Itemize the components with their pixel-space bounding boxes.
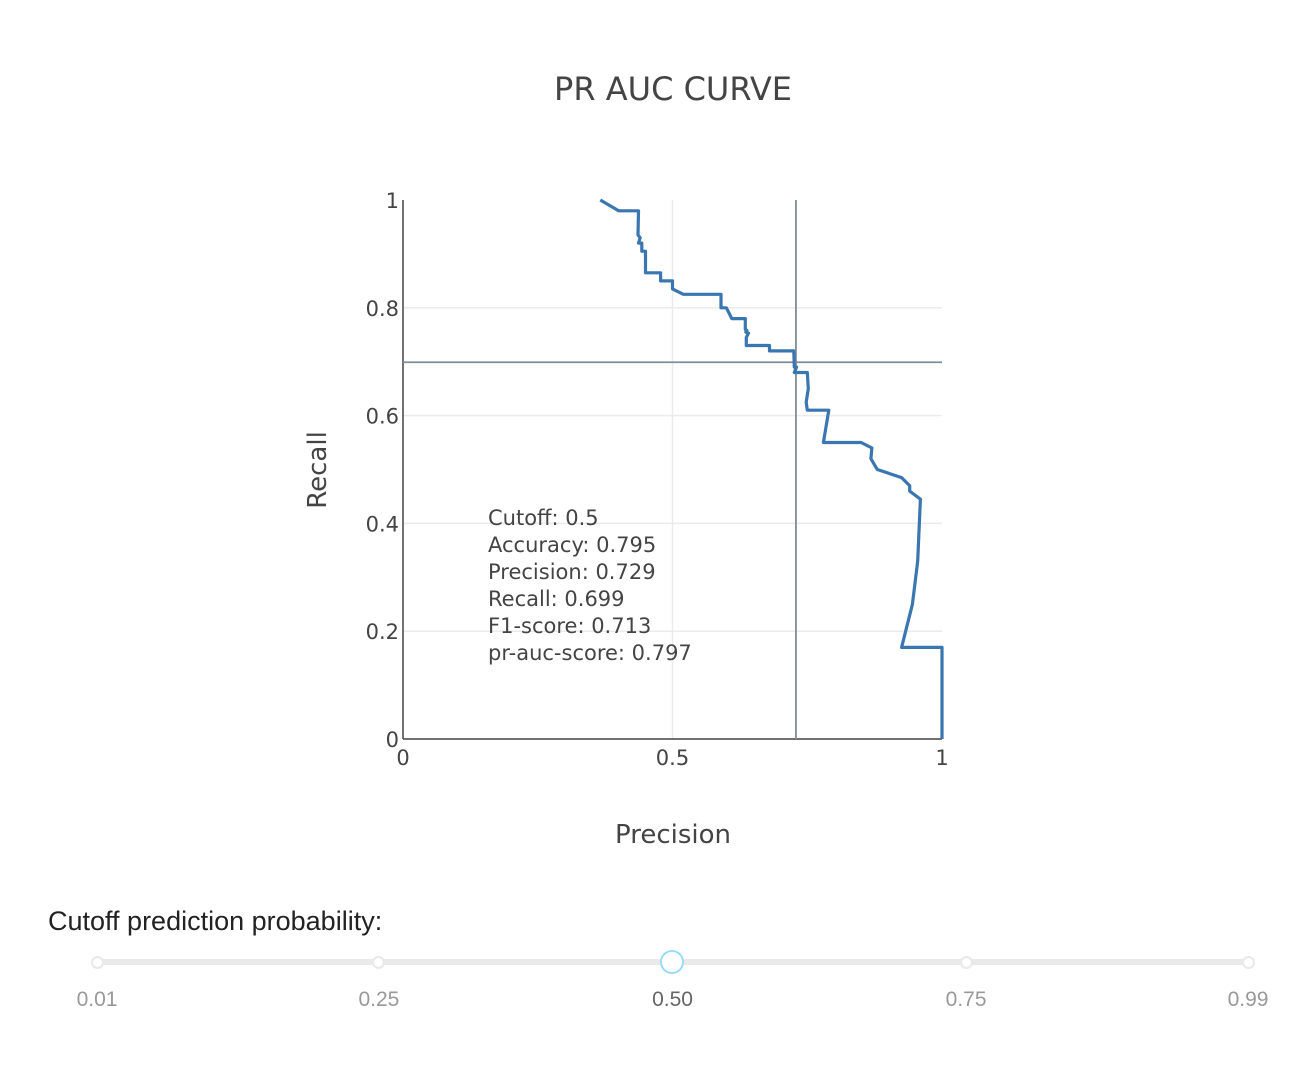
slider-mark-label[interactable]: 0.50 (652, 988, 693, 1011)
x-tick-label: 1 (935, 746, 948, 770)
y-tick-label: 0.8 (366, 297, 399, 321)
slider-label: Cutoff prediction probability: (48, 906, 383, 936)
slider-mark-label[interactable]: 0.01 (76, 988, 118, 1011)
slider-mark-label[interactable]: 0.75 (945, 988, 987, 1011)
slider-mark-label[interactable]: 0.99 (1227, 988, 1269, 1011)
annotation-line: Precision: 0.729 (488, 560, 656, 584)
y-tick-label: 0.2 (366, 620, 399, 644)
tick-labels: 0 0.2 0.4 0.6 0.8 1 0 0.5 1 (366, 189, 949, 770)
slider-dot[interactable] (1241, 955, 1255, 969)
x-tick-label: 0.5 (656, 746, 689, 770)
y-axis-title: Recall (303, 431, 333, 509)
y-tick-label: 0.6 (366, 405, 399, 429)
pr-curve-line (599, 198, 944, 739)
metrics-annotation: Cutoff: 0.5 Accuracy: 0.795 Precision: 0.7… (488, 506, 692, 665)
y-tick-label: 1 (386, 189, 399, 213)
y-tick-label: 0 (386, 728, 399, 752)
slider-mark-label[interactable]: 0.25 (358, 988, 400, 1011)
annotation-line: Cutoff: 0.5 (488, 506, 599, 530)
annotation-line: pr-auc-score: 0.797 (488, 641, 692, 665)
annotation-line: Recall: 0.699 (488, 587, 625, 611)
slider-dot[interactable] (959, 955, 973, 969)
axes (402, 200, 942, 740)
annotation-line: F1-score: 0.713 (488, 614, 651, 638)
x-axis-title: Precision (615, 820, 731, 850)
slider-dot[interactable] (372, 955, 386, 969)
cutoff-slider-section: Cutoff prediction probability: 0.01 0.25 0… (0, 900, 1308, 1050)
chart-title: PR AUC CURVE (554, 70, 792, 108)
slider-dot[interactable] (90, 955, 104, 969)
pr-auc-chart: PR AUC CURVE 0 0.2 0.4 0.6 0.8 1 0 0.5 1 Cutoff:… (303, 70, 949, 850)
y-tick-label: 0.4 (366, 512, 399, 536)
slider-handle[interactable] (660, 949, 684, 974)
threshold-lines (403, 200, 942, 739)
series-layer (599, 198, 944, 739)
annotation-line: Accuracy: 0.795 (488, 533, 656, 557)
x-tick-label: 0 (396, 746, 409, 770)
